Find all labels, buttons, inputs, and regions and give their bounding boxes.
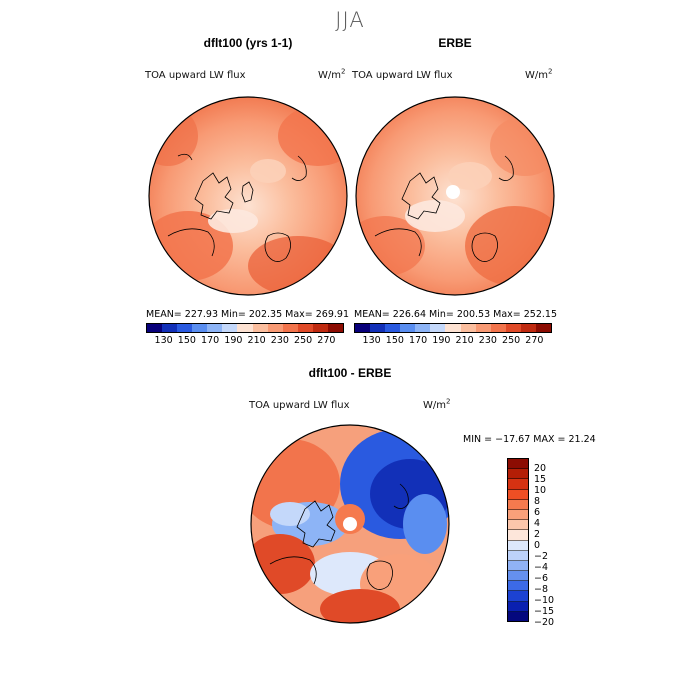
tick-label: 6 xyxy=(534,507,541,518)
swatch xyxy=(147,324,163,332)
tick-label: 190 xyxy=(224,335,243,346)
diff-colorbar-ticks: 20 15 10 8 6 4 2 0 −2 −4 −6 −8 −10 −15 −20 xyxy=(534,458,555,628)
left-colorbar: 130 150 170 190 210 230 250 270 xyxy=(146,323,344,346)
swatch xyxy=(508,509,528,521)
diff-stats: MIN = −17.67 MAX = 21.24 xyxy=(463,434,596,445)
tick-label: −2 xyxy=(534,551,549,562)
diff-units: W/m2 xyxy=(423,397,451,411)
right-colorbar-ticks: 130 150 170 190 210 230 250 270 xyxy=(354,335,552,346)
swatch xyxy=(252,324,268,332)
swatch xyxy=(267,324,283,332)
swatch xyxy=(327,324,344,332)
tick-label: −15 xyxy=(534,606,555,617)
swatch xyxy=(177,324,193,332)
swatch xyxy=(508,479,528,490)
tick-label: 270 xyxy=(317,335,336,346)
swatch xyxy=(385,324,401,332)
swatch xyxy=(400,324,416,332)
swatch xyxy=(490,324,506,332)
swatch xyxy=(475,324,491,332)
tick-label: 10 xyxy=(534,485,547,496)
tick-label: 15 xyxy=(534,474,547,485)
swatch xyxy=(222,324,238,332)
swatch xyxy=(508,530,528,541)
tick-label: 210 xyxy=(247,335,266,346)
swatch xyxy=(460,324,476,332)
swatch xyxy=(430,324,446,332)
left-units: W/m2 xyxy=(318,67,346,81)
left-field-label: TOA upward LW flux xyxy=(145,70,246,81)
swatch xyxy=(508,591,528,602)
left-panel-title: dflt100 (yrs 1-1) xyxy=(203,36,293,50)
tick-label: 150 xyxy=(385,335,404,346)
swatch xyxy=(508,499,528,510)
swatch xyxy=(508,550,528,561)
right-field-label: TOA upward LW flux xyxy=(352,70,453,81)
tick-label: 230 xyxy=(270,335,289,346)
right-colorbar: 130 150 170 190 210 230 250 270 xyxy=(354,323,552,346)
swatch xyxy=(535,324,552,332)
tick-label: 230 xyxy=(478,335,497,346)
tick-label: 20 xyxy=(534,463,547,474)
swatch xyxy=(508,601,528,612)
swatch xyxy=(508,469,528,480)
tick-label: −20 xyxy=(534,617,555,628)
swatch xyxy=(355,324,371,332)
swatch xyxy=(505,324,521,332)
tick-label: 130 xyxy=(362,335,381,346)
tick-label: 2 xyxy=(534,529,541,540)
diff-panel-title: dflt100 - ERBE xyxy=(308,366,392,380)
swatch xyxy=(415,324,431,332)
left-colorbar-ticks: 130 150 170 190 210 230 250 270 xyxy=(146,335,344,346)
swatch xyxy=(192,324,208,332)
swatch xyxy=(520,324,536,332)
right-polar-map xyxy=(355,96,555,296)
tick-label: 0 xyxy=(534,540,541,551)
swatch xyxy=(508,581,528,592)
tick-label: 170 xyxy=(409,335,428,346)
tick-label: 150 xyxy=(177,335,196,346)
right-colorbar-swatches xyxy=(354,323,552,333)
tick-label: −8 xyxy=(534,584,549,595)
swatch xyxy=(282,324,298,332)
left-polar-map xyxy=(148,96,348,296)
tick-label: −6 xyxy=(534,573,549,584)
left-colorbar-swatches xyxy=(146,323,344,333)
diff-colorbar: 20 15 10 8 6 4 2 0 −2 −4 −6 −8 −10 −15 −20 xyxy=(507,458,555,628)
swatch xyxy=(508,611,528,621)
swatch xyxy=(207,324,223,332)
tick-label: −4 xyxy=(534,562,549,573)
tick-label: 8 xyxy=(534,496,541,507)
right-panel-title: ERBE xyxy=(438,36,472,50)
tick-label: −10 xyxy=(534,595,555,606)
tick-label: 270 xyxy=(525,335,544,346)
right-units: W/m2 xyxy=(525,67,553,81)
tick-label: 250 xyxy=(502,335,521,346)
diff-field-label: TOA upward LW flux xyxy=(249,400,350,411)
tick-label: 190 xyxy=(432,335,451,346)
swatch xyxy=(445,324,461,332)
left-stats: MEAN= 227.93 Min= 202.35 Max= 269.91 xyxy=(146,309,350,320)
swatch xyxy=(237,324,253,332)
tick-label: 210 xyxy=(455,335,474,346)
diff-colorbar-swatches xyxy=(507,458,529,622)
swatch xyxy=(162,324,178,332)
swatch xyxy=(508,520,528,531)
swatch xyxy=(508,459,528,470)
swatch xyxy=(508,560,528,572)
swatch xyxy=(508,540,528,551)
swatch xyxy=(312,324,328,332)
swatch xyxy=(508,571,528,582)
tick-label: 130 xyxy=(154,335,173,346)
tick-label: 250 xyxy=(294,335,313,346)
swatch xyxy=(297,324,313,332)
diff-polar-map xyxy=(250,424,450,624)
swatch xyxy=(370,324,386,332)
tick-label: 4 xyxy=(534,518,541,529)
season-title: JJA xyxy=(335,8,365,32)
swatch xyxy=(508,489,528,500)
right-stats: MEAN= 226.64 Min= 200.53 Max= 252.15 xyxy=(354,309,558,320)
tick-label: 170 xyxy=(201,335,220,346)
